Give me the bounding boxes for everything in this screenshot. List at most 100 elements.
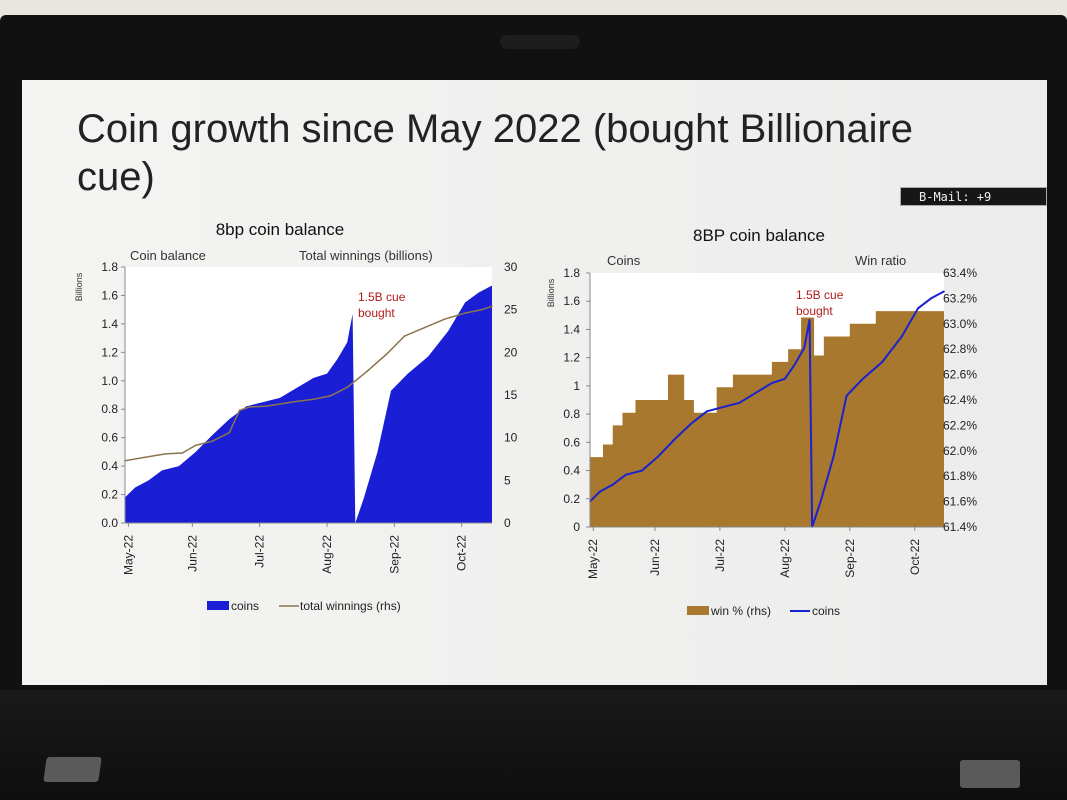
hinge-left <box>43 757 102 782</box>
chart1-y-tick-label: 1.6 <box>101 288 118 302</box>
chart2-legend-label-coins: coins <box>812 604 840 618</box>
chart2-y2-tick-label: 62.2% <box>943 418 977 432</box>
chart1-annotation-line: 1.5B cue <box>358 290 406 304</box>
chart1-series-2-point <box>423 326 426 329</box>
chart2-annotation-line: bought <box>796 304 833 318</box>
chart2-series-2-point <box>930 297 932 300</box>
slide-title-line-2: cue) <box>77 155 155 199</box>
chart2-x-tick-label: May-22 <box>586 539 600 579</box>
chart1-legend-label-winnings: total winnings (rhs) <box>300 599 401 613</box>
chart2-y-unit-label: Billions <box>546 278 556 307</box>
chart2-annotation-line: 1.5B cue <box>796 288 844 302</box>
chart1-y-tick-label: 1.2 <box>101 345 118 359</box>
chart1-series-2-point <box>444 318 446 320</box>
chart2-series-2-point <box>641 469 643 472</box>
chart2-left-axis-label: Coins <box>607 253 641 268</box>
chart2-y2-tick-label: 61.6% <box>943 495 977 509</box>
bmail-badge: B-Mail: +9 <box>900 187 1047 206</box>
chart2-y2-tick-label: 61.4% <box>943 520 977 534</box>
laptop-base <box>0 690 1067 800</box>
chart1-y-tick-label: 0.6 <box>101 431 118 445</box>
chart2-series-2-point <box>657 455 660 458</box>
chart2-x-tick-label: Oct-22 <box>908 539 922 575</box>
chart2-series-2-point <box>784 378 786 380</box>
chart2-series-2-point <box>598 490 601 493</box>
chart1-series-2-point <box>228 431 231 434</box>
chart1-title: 8bp coin balance <box>216 220 345 239</box>
chart2-series-2-point <box>943 290 945 293</box>
chart1-series-2-point <box>238 409 241 412</box>
chart1-series-2-point <box>491 305 493 308</box>
chart1-series-2-point <box>464 312 466 314</box>
chart2-x-tick-label: Sep-22 <box>843 539 857 578</box>
chart1-legend-swatch-coins <box>207 601 229 610</box>
chart1-y2-tick-label: 20 <box>504 345 518 359</box>
chart1-right-axis-label: Total winnings (billions) <box>299 248 433 263</box>
chart1-series-2-point <box>144 456 147 459</box>
chart1-series-2-point <box>265 405 268 407</box>
chart2-y-tick-label: 0.2 <box>563 492 580 506</box>
chart1-x-tick-label: Jul-22 <box>253 535 267 568</box>
chart1-series-2-point <box>386 352 389 354</box>
chart1-x-tick-label: Oct-22 <box>455 535 469 571</box>
chart2-y-tick-label: 0.8 <box>563 407 580 421</box>
chart1-series-2-point <box>312 398 315 401</box>
chart1-series-2-point <box>211 440 214 442</box>
chart2-y2-tick-label: 63.0% <box>943 317 977 331</box>
hinge-right <box>960 760 1020 788</box>
chart2-series-2-point <box>881 361 884 363</box>
chart1-x-tick-label: Aug-22 <box>320 535 334 574</box>
chart1-series-2-point <box>248 406 251 408</box>
chart1-series-2-point <box>194 444 197 447</box>
charts-canvas: 0.00.20.40.60.81.01.21.41.61.80510152025… <box>74 220 977 618</box>
chart1-series-2-point <box>481 308 483 311</box>
chart2-series-2-point <box>845 394 848 397</box>
slide-screen: Coin growth since May 2022 (bought Billi… <box>22 80 1047 685</box>
chart1-series-2-point <box>292 401 295 403</box>
chart1-series-1-area <box>125 285 492 523</box>
chart2-series-1-area <box>590 292 944 527</box>
chart1-series-2-point <box>329 395 332 397</box>
chart2-series-2-point <box>862 378 864 380</box>
chart1-y-tick-label: 1.0 <box>101 374 118 388</box>
chart2-series-2-point <box>722 406 724 408</box>
chart1-legend-label-coins: coins <box>231 599 259 613</box>
chart2-series-2-point <box>689 423 692 425</box>
chart1-series-2-point <box>403 335 406 337</box>
chart2-x-tick-label: Jun-22 <box>648 539 662 576</box>
chart2-series-2-point <box>819 500 822 503</box>
chart1-y-tick-label: 1.8 <box>101 260 118 274</box>
chart2-title: 8BP coin balance <box>693 226 825 245</box>
chart1-y2-tick-label: 25 <box>504 303 518 317</box>
webcam <box>500 35 580 49</box>
chart2-y2-tick-label: 62.6% <box>943 368 977 382</box>
slide-title-line-1: Coin growth since May 2022 (bought Billi… <box>77 107 914 151</box>
chart2-series-2-point <box>738 402 741 404</box>
chart1-y-unit-label: Billions <box>74 272 84 301</box>
chart1-series-2-line <box>124 305 493 462</box>
chart1-y-tick-label: 0.4 <box>101 459 118 473</box>
chart2-x-tick-label: Jul-22 <box>713 539 727 572</box>
chart1-left-axis-label: Coin balance <box>130 248 206 263</box>
chart2-y-tick-label: 1.4 <box>563 322 580 336</box>
chart2-y-tick-label: 1.6 <box>563 294 580 308</box>
chart2-series-2-point <box>673 438 676 441</box>
chart2-series-2-point <box>900 335 903 338</box>
chart2-series-2-point <box>803 346 806 349</box>
chart1-series-2-point <box>164 453 167 455</box>
chart1-y2-tick-label: 10 <box>504 431 518 445</box>
chart1-y2-tick-label: 5 <box>504 473 511 487</box>
chart2-y2-tick-label: 61.8% <box>943 469 977 483</box>
chart2-y-tick-label: 0 <box>573 520 580 534</box>
chart2-series-2-point <box>832 455 835 458</box>
chart2-y-tick-label: 0.4 <box>563 464 580 478</box>
chart2-legend-swatch-win <box>687 606 709 615</box>
chart1-x-tick-label: Jun-22 <box>185 535 199 572</box>
chart1-series-2-point <box>346 386 349 389</box>
chart1-series-2-point <box>181 452 184 454</box>
chart1-y2-tick-label: 0 <box>504 516 511 530</box>
chart1-y-tick-label: 0.8 <box>101 402 118 416</box>
chart2-x-tick-label: Aug-22 <box>778 539 792 578</box>
chart1-x-tick-label: May-22 <box>121 535 135 575</box>
chart1-y-tick-label: 0.2 <box>101 488 118 502</box>
